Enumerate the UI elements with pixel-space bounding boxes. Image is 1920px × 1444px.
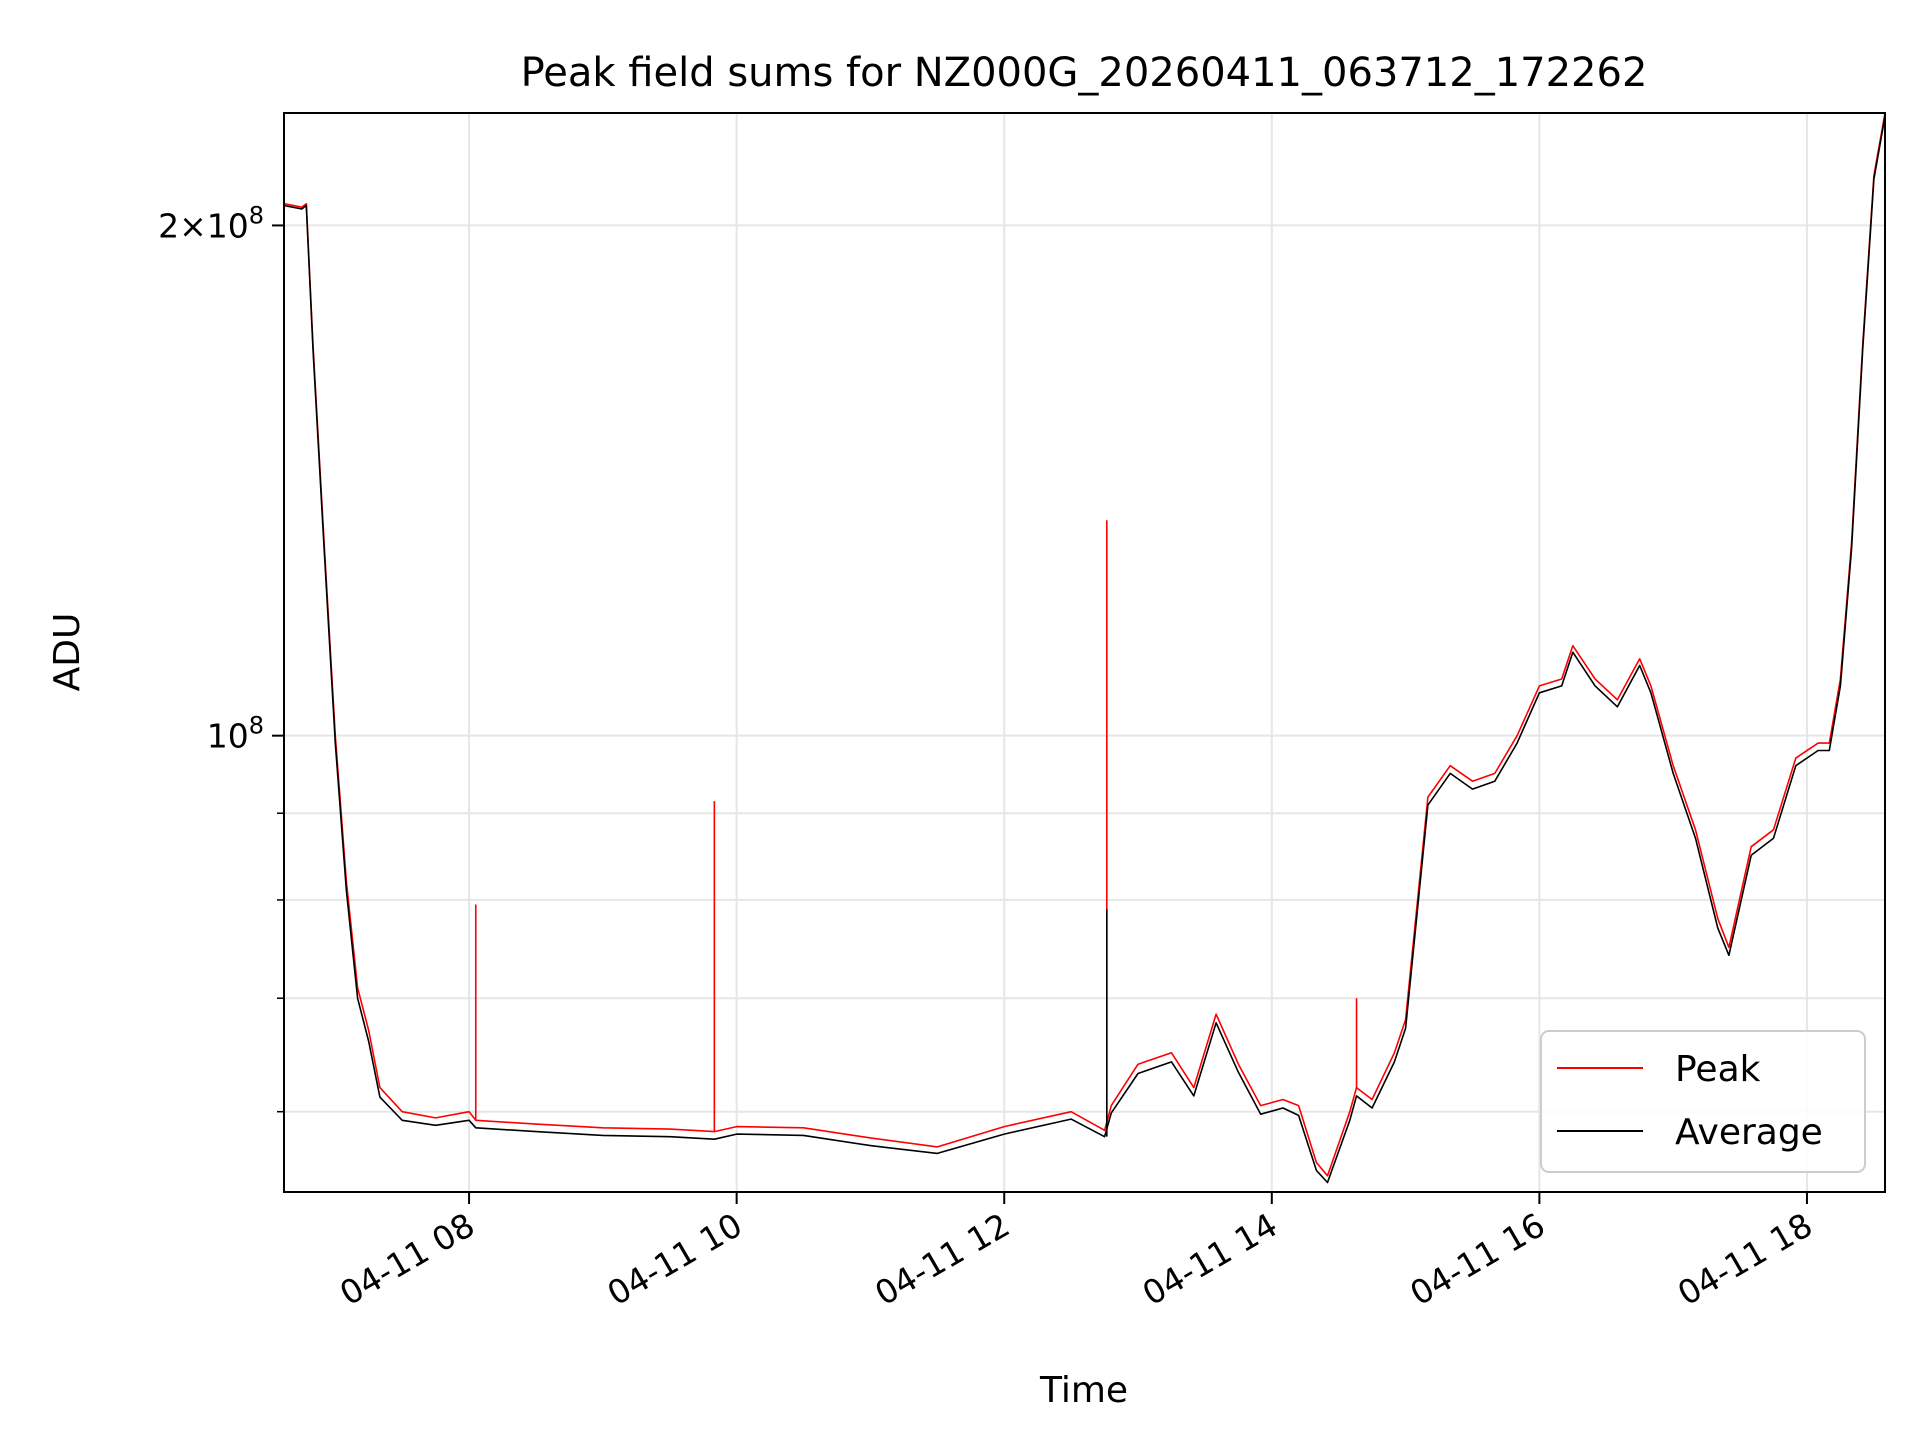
legend-average-label: Average <box>1675 1112 1823 1153</box>
y-tick-label: 108 <box>207 712 264 756</box>
legend: Peak Average <box>1540 1030 1866 1173</box>
legend-box <box>1540 1030 1866 1173</box>
y-axis-label: ADU <box>47 613 88 692</box>
y-tick-label: 2×108 <box>158 201 264 245</box>
plot-frame <box>283 112 1886 1193</box>
series-line-peak <box>283 112 1886 1177</box>
series-line-average <box>283 116 1886 1184</box>
grid-layer <box>284 113 1885 1192</box>
legend-peak-label: Peak <box>1675 1049 1761 1090</box>
chart-title: Peak field sums for NZ000G_20260411_0637… <box>521 50 1648 96</box>
x-axis-label: Time <box>1039 1370 1128 1411</box>
series-layer <box>283 112 1886 1184</box>
